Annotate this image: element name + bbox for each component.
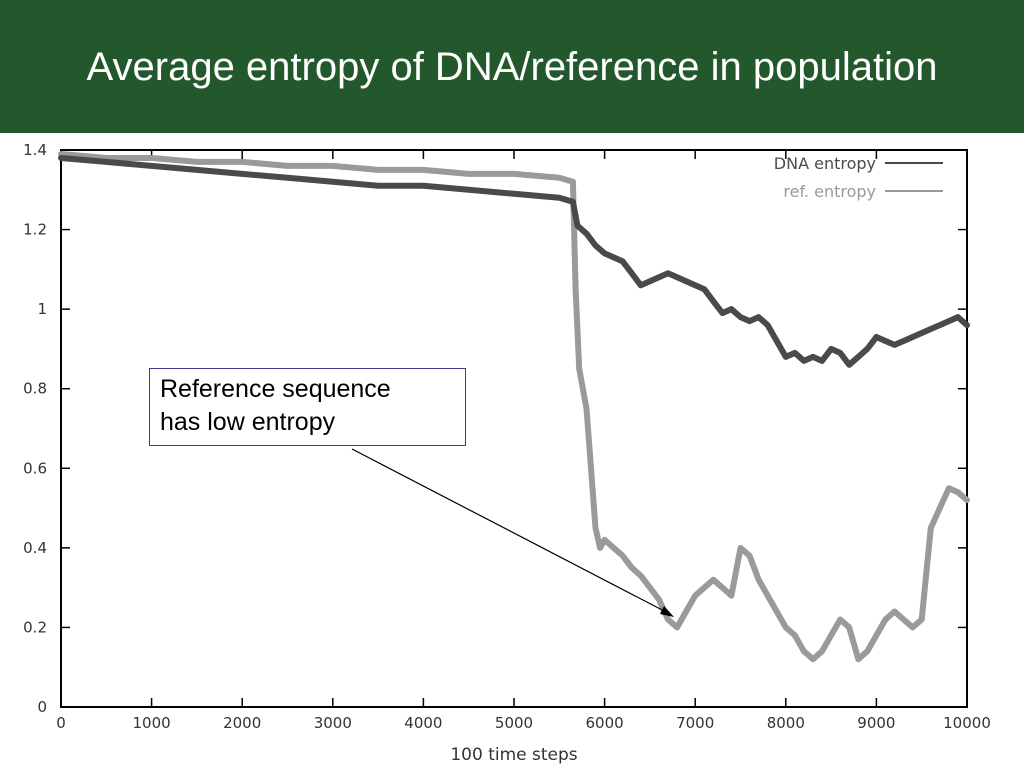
x-tick-label: 1000: [133, 714, 171, 732]
x-tick-label: 0: [56, 714, 66, 732]
legend: DNA entropy ref. entropy: [774, 154, 943, 201]
y-tick-label: 0.2: [23, 618, 47, 636]
x-tick-label: 8000: [767, 714, 805, 732]
y-tick-label: 0.4: [23, 539, 47, 557]
series-layer: [58, 151, 970, 663]
series-line-ref: [58, 151, 970, 663]
x-tick-label: 4000: [404, 714, 442, 732]
x-tick-label: 7000: [676, 714, 714, 732]
annotation-line-1: Reference sequence: [160, 375, 391, 403]
y-tick-label: 1: [37, 300, 47, 318]
x-tick-label: 9000: [857, 714, 895, 732]
y-tick-label: 1.2: [23, 221, 47, 239]
annotation-arrow: [351, 448, 669, 614]
annotation-box: Reference sequence has low entropy: [149, 368, 466, 446]
x-tick-label: 5000: [495, 714, 533, 732]
title-bar: Average entropy of DNA/reference in popu…: [0, 0, 1024, 133]
y-tick-label: 1.4: [23, 141, 47, 159]
y-tick-label: 0: [37, 698, 47, 716]
slide-title: Average entropy of DNA/reference in popu…: [86, 44, 938, 89]
x-tick-label: 3000: [314, 714, 352, 732]
x-tick-label: 6000: [586, 714, 624, 732]
x-tick-label: 10000: [943, 714, 991, 732]
legend-label-ref: ref. entropy: [783, 182, 876, 201]
x-tick-label: 2000: [223, 714, 261, 732]
annotation-arrowhead: [660, 606, 674, 617]
series-line-dna: [58, 155, 970, 368]
axis-ticks: 0 1000 2000 3000 4000 5000 6000 7000 8000 9000 100…: [23, 141, 991, 732]
y-tick-label: 0.6: [23, 459, 47, 477]
entropy-chart: 0 1000 2000 3000 4000 5000 6000 7000 8000 9000 100…: [23, 141, 991, 765]
legend-label-dna: DNA entropy: [774, 154, 876, 173]
x-axis-title: 100 time steps: [450, 745, 577, 765]
y-tick-label: 0.8: [23, 380, 47, 398]
annotation-line-2: has low entropy: [160, 408, 336, 436]
